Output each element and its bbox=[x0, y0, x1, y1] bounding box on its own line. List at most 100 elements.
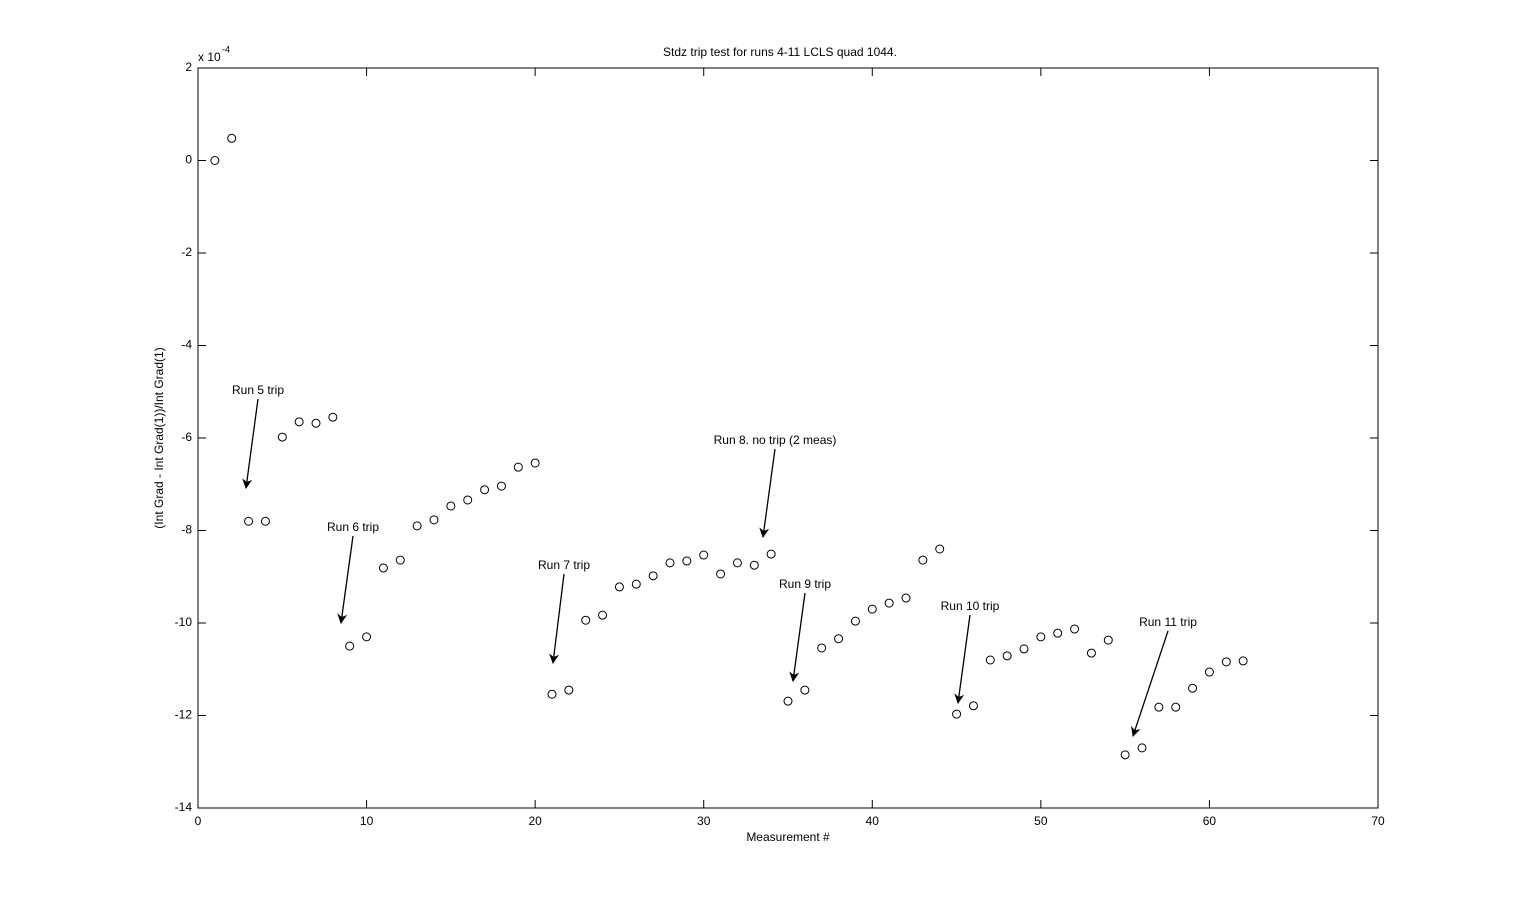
y-tick-label: -14 bbox=[175, 800, 193, 814]
arrow bbox=[1131, 630, 1169, 737]
point bbox=[412, 521, 422, 531]
annotation: Run 6 trip bbox=[327, 520, 379, 534]
point bbox=[834, 634, 844, 644]
point bbox=[328, 412, 338, 422]
point bbox=[480, 485, 490, 495]
x-axis-label: Measurement # bbox=[746, 830, 830, 844]
point bbox=[1120, 750, 1130, 760]
y-tick-label: -10 bbox=[175, 615, 193, 629]
point bbox=[631, 579, 641, 589]
point bbox=[378, 563, 388, 573]
point bbox=[682, 556, 692, 566]
point bbox=[985, 655, 995, 665]
point bbox=[901, 593, 911, 603]
point bbox=[244, 516, 254, 526]
annotation: Run 5 trip bbox=[232, 383, 284, 397]
point bbox=[766, 549, 776, 559]
arrow bbox=[954, 614, 971, 704]
plot-area bbox=[197, 67, 1379, 809]
point bbox=[1103, 635, 1113, 645]
point bbox=[732, 558, 742, 568]
point bbox=[1137, 743, 1147, 753]
y-tick-label: 0 bbox=[185, 153, 192, 167]
x-tick-label: 10 bbox=[360, 814, 374, 828]
point bbox=[1154, 702, 1164, 712]
point bbox=[1053, 628, 1063, 638]
x-tick-label: 70 bbox=[1371, 814, 1385, 828]
point bbox=[362, 632, 372, 642]
point bbox=[395, 555, 405, 565]
x-tick-label: 0 bbox=[195, 814, 202, 828]
y-multiplier: x 10 bbox=[198, 50, 221, 64]
point bbox=[783, 696, 793, 706]
point bbox=[952, 709, 962, 719]
point bbox=[598, 610, 608, 620]
point bbox=[277, 432, 287, 442]
point bbox=[817, 643, 827, 653]
point bbox=[918, 555, 928, 565]
x-tick-label: 30 bbox=[697, 814, 711, 828]
point bbox=[581, 615, 591, 625]
point bbox=[210, 156, 220, 165]
point bbox=[530, 458, 540, 468]
point bbox=[800, 685, 810, 695]
point bbox=[1204, 667, 1214, 677]
x-tick-label: 60 bbox=[1203, 814, 1217, 828]
point bbox=[850, 616, 860, 626]
annotation: Run 11 trip bbox=[1139, 615, 1197, 629]
point bbox=[665, 558, 675, 568]
point bbox=[345, 641, 355, 651]
y-exponent: -4 bbox=[222, 44, 230, 54]
arrow bbox=[242, 398, 259, 489]
point bbox=[547, 689, 557, 699]
point bbox=[463, 495, 473, 505]
y-tick-label: -4 bbox=[181, 338, 192, 352]
point bbox=[496, 481, 506, 491]
annotation: Run 7 trip bbox=[538, 558, 590, 572]
x-tick-label: 40 bbox=[866, 814, 880, 828]
annotation: Run 10 trip bbox=[941, 599, 1000, 613]
y-tick-label: -12 bbox=[175, 708, 193, 722]
point bbox=[1070, 624, 1080, 634]
point bbox=[1019, 644, 1029, 654]
y-tick-label: -6 bbox=[181, 430, 192, 444]
point bbox=[564, 685, 574, 695]
point bbox=[429, 515, 439, 525]
point bbox=[935, 544, 945, 554]
point bbox=[716, 569, 726, 579]
x-tick-label: 20 bbox=[528, 814, 542, 828]
y-axis-label: (Int Grad - Int Grad(1))/Int Grad(1) bbox=[152, 347, 166, 528]
y-tick-label: -2 bbox=[181, 245, 192, 259]
chart-title: Stdz trip test for runs 4-11 LCLS quad 1… bbox=[663, 45, 897, 59]
point bbox=[884, 598, 894, 608]
point bbox=[699, 550, 709, 560]
annotation: Run 8. no trip (2 meas) bbox=[714, 433, 837, 447]
point bbox=[227, 133, 237, 143]
point bbox=[968, 701, 978, 711]
point bbox=[749, 560, 759, 570]
point bbox=[867, 604, 877, 614]
arrow bbox=[337, 535, 354, 624]
point bbox=[260, 516, 270, 526]
point bbox=[1188, 683, 1198, 693]
point bbox=[1221, 657, 1231, 667]
x-tick-label: 50 bbox=[1034, 814, 1048, 828]
point bbox=[446, 501, 456, 511]
annotation: Run 9 trip bbox=[779, 577, 831, 591]
point bbox=[614, 582, 624, 592]
arrow bbox=[759, 448, 776, 538]
point bbox=[1238, 656, 1248, 666]
arrow bbox=[789, 592, 806, 682]
point bbox=[1171, 702, 1181, 712]
point bbox=[1086, 648, 1096, 658]
point bbox=[1036, 632, 1046, 642]
arrow bbox=[549, 573, 565, 664]
point bbox=[1002, 651, 1012, 661]
point bbox=[311, 418, 321, 428]
annotations: Run 5 trip Run 6 trip Run 7 trip Run 8. … bbox=[232, 383, 1197, 737]
point bbox=[648, 571, 658, 581]
y-tick-label: 2 bbox=[185, 60, 192, 74]
point bbox=[513, 462, 523, 472]
y-tick-label: -8 bbox=[181, 523, 192, 537]
